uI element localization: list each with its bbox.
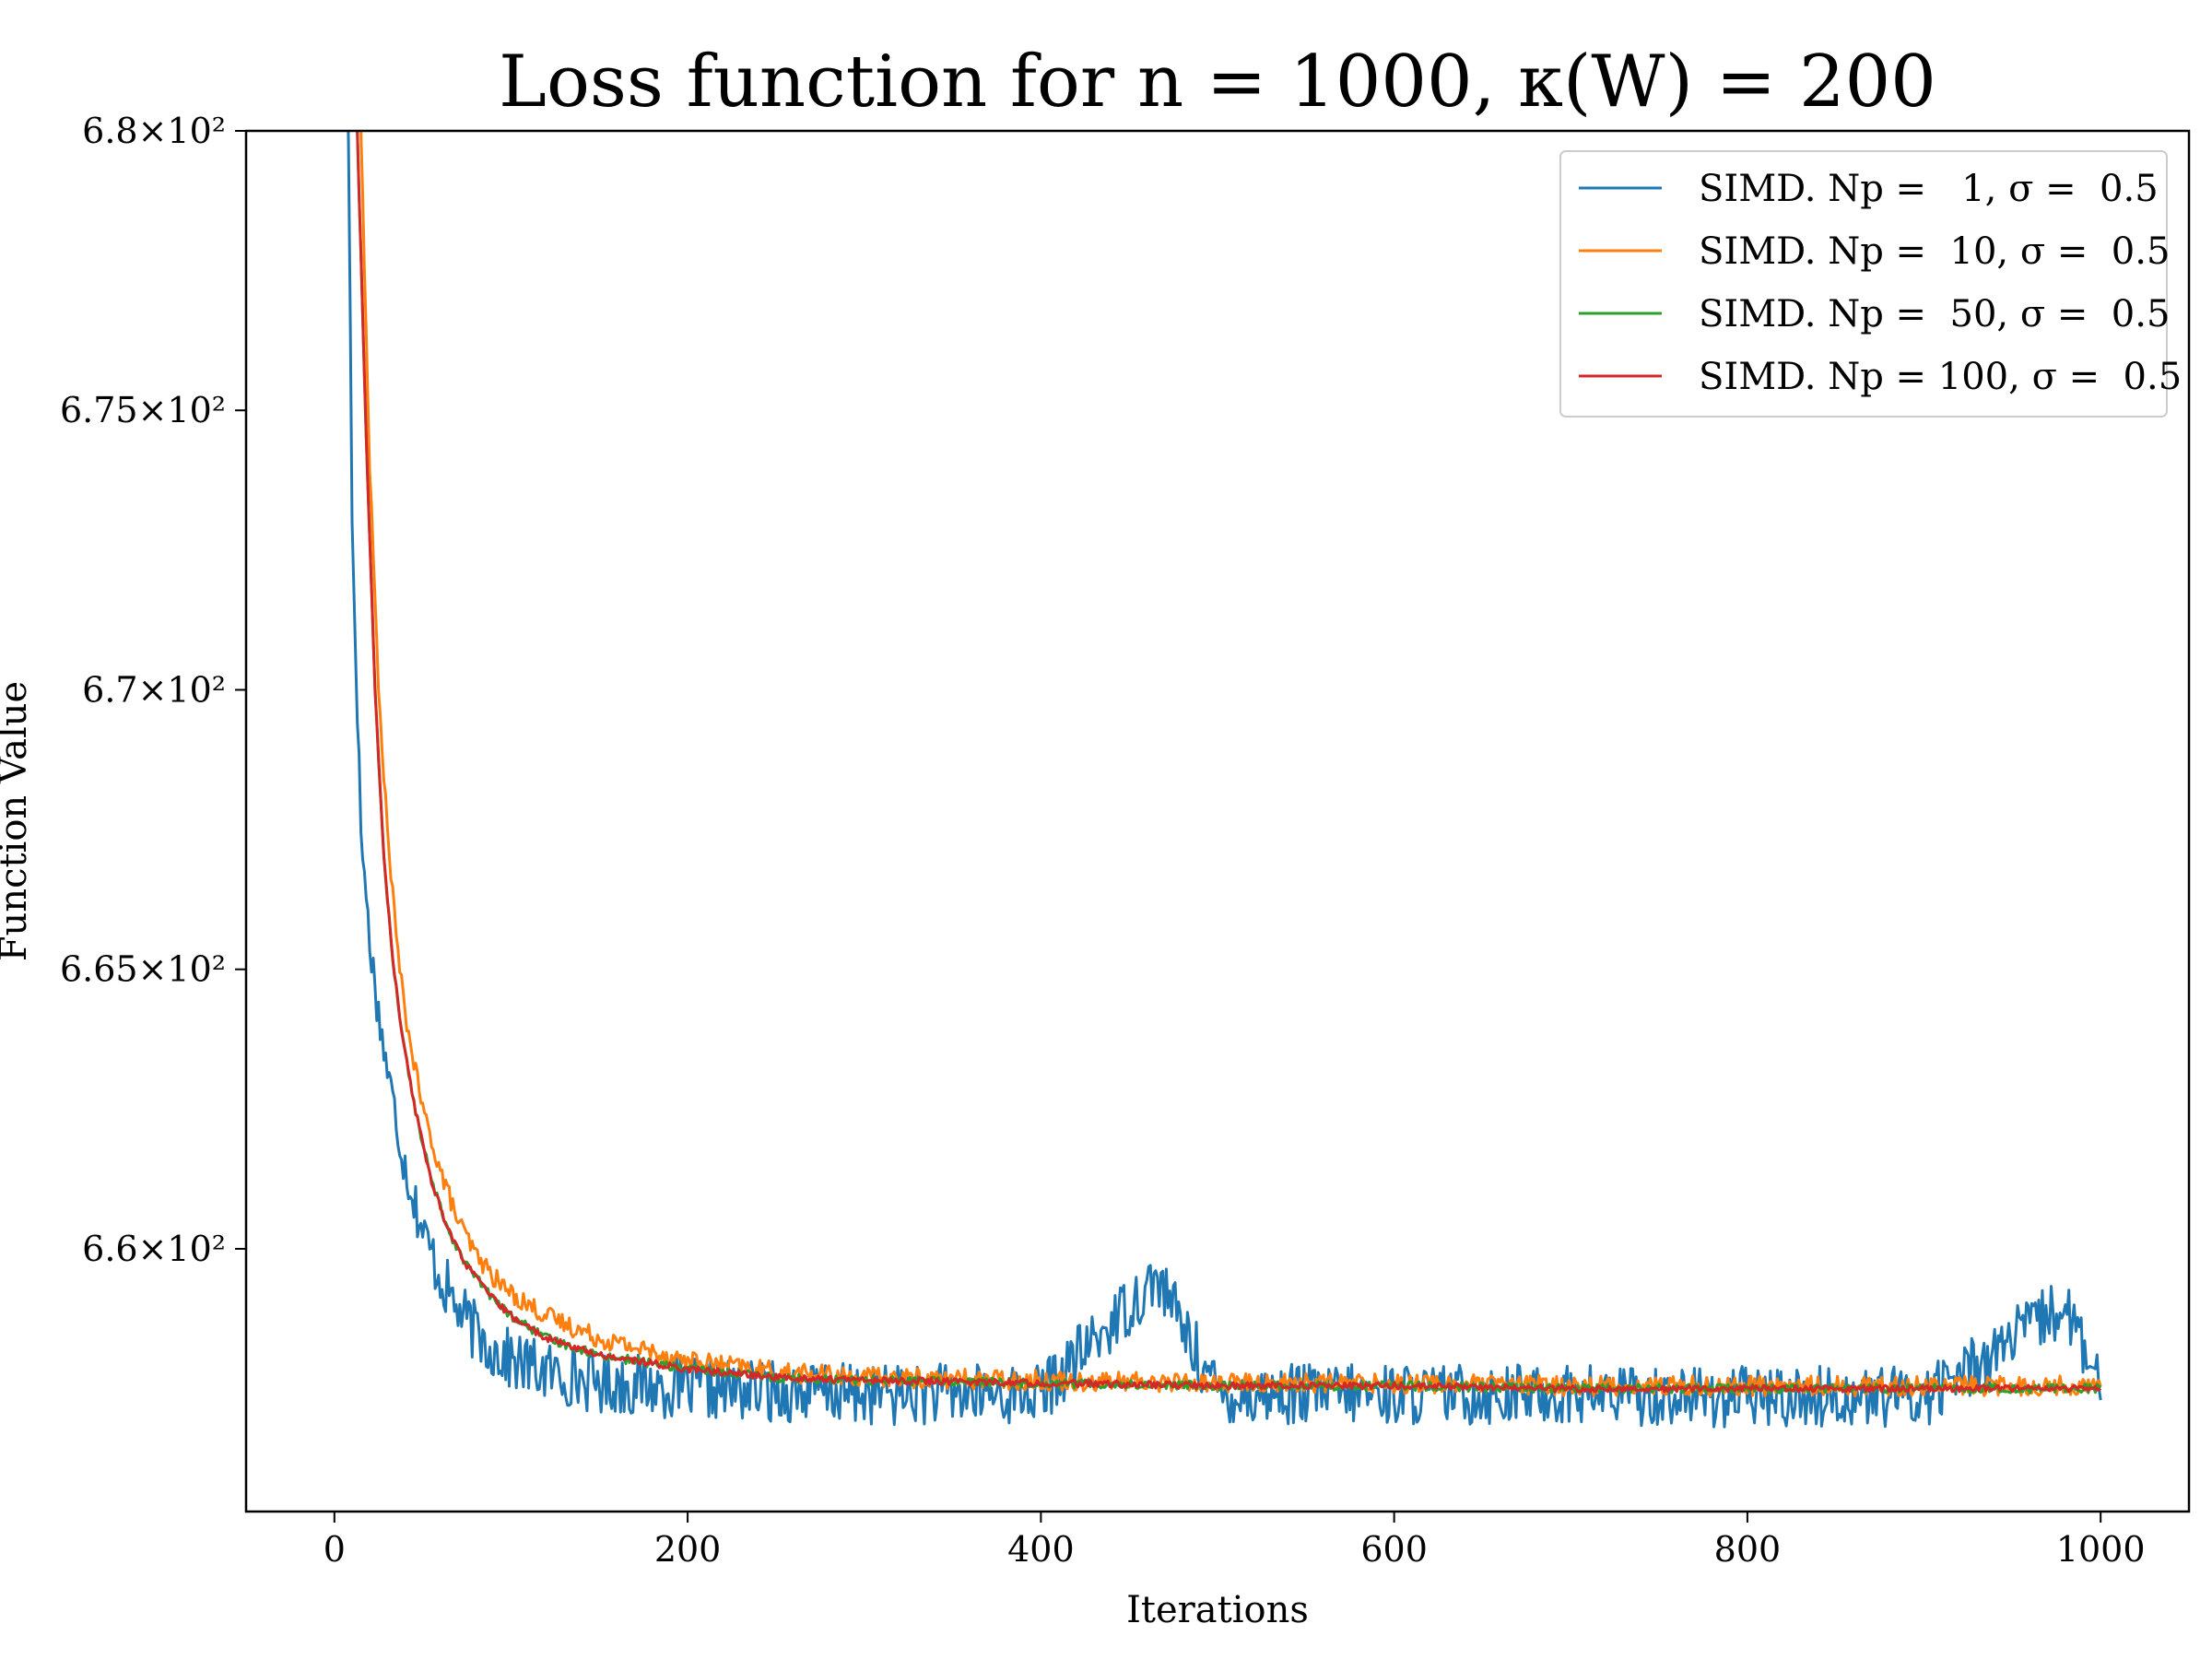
chart-title: Loss function for n = 1000, κ(W) = 200 xyxy=(499,41,1936,124)
series-layer xyxy=(347,131,2102,1429)
x-tick-label: 200 xyxy=(654,1529,722,1570)
legend-label-1: SIMD. Np = 10, σ = 0.5 xyxy=(1699,230,2170,273)
y-tick-label: 6.8×10² xyxy=(82,111,226,151)
x-tick-label: 0 xyxy=(324,1529,346,1570)
legend: SIMD. Np = 1, σ = 0.5 SIMD. Np = 10, σ = … xyxy=(1559,150,2182,418)
series-line-1 xyxy=(359,131,2102,1397)
legend-label-3: SIMD. Np = 100, σ = 0.5 xyxy=(1699,356,2182,398)
series-line-3 xyxy=(356,131,2102,1394)
plot-frame xyxy=(244,129,2191,1513)
legend-label-0: SIMD. Np = 1, σ = 0.5 xyxy=(1699,168,2159,210)
x-tick-label: 1000 xyxy=(2056,1529,2146,1570)
x-tick-label: 600 xyxy=(1360,1529,1428,1570)
y-tick-label: 6.7×10² xyxy=(82,669,226,710)
legend-label-2: SIMD. Np = 50, σ = 0.5 xyxy=(1699,293,2170,335)
x-tick-label: 800 xyxy=(1714,1529,1782,1570)
x-tick-label: 400 xyxy=(1007,1529,1075,1570)
x-axis-label: Iterations xyxy=(1126,1589,1309,1631)
y-tick-label: 6.75×10² xyxy=(60,390,226,430)
y-tick-label: 6.65×10² xyxy=(60,949,226,990)
legend-entries: SIMD. Np = 1, σ = 0.5 SIMD. Np = 10, σ = … xyxy=(1579,168,2182,398)
legend-frame xyxy=(1559,150,2168,418)
y-tick-label: 6.6×10² xyxy=(82,1229,226,1269)
ticks-layer: 0 200 400 600 800 1000 6.6×10² 6.65×10² 6.7×10² 6… xyxy=(60,111,2146,1570)
y-axis-label: Function Value xyxy=(0,681,35,961)
